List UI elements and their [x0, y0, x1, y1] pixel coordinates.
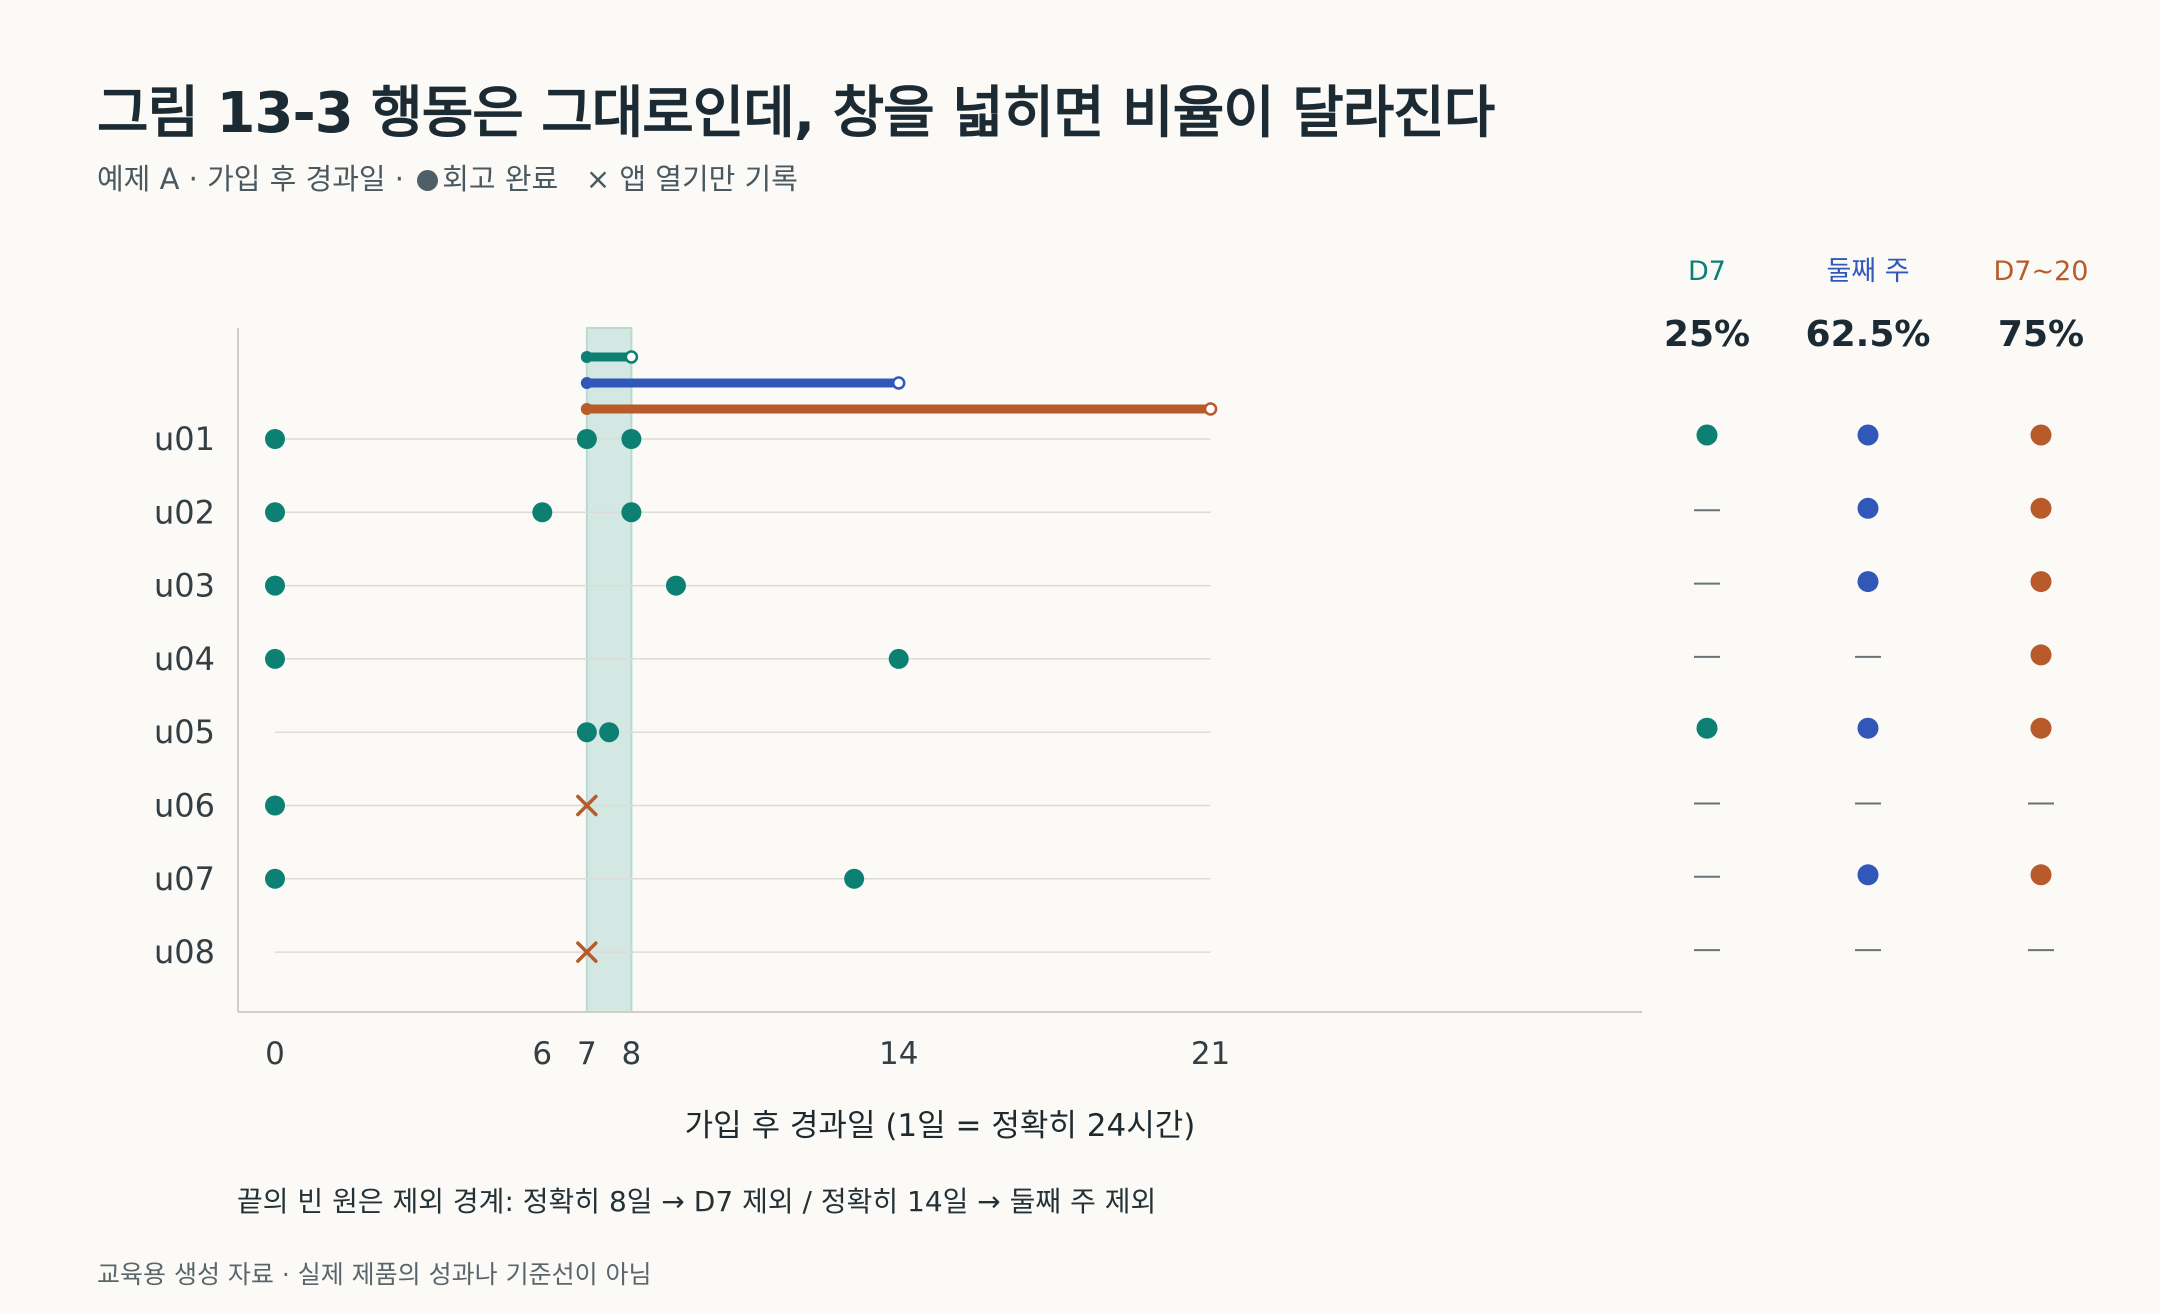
user-label-u07: u07 [154, 860, 215, 898]
open-only-event-u06-d7 [576, 794, 598, 817]
x-tick-label-8: 8 [622, 1036, 642, 1072]
retro-event-u01-d7 [576, 429, 597, 449]
hit-dot-2-u02 [2030, 497, 2052, 519]
legend-open-label: 앱 열기만 기록 [619, 162, 798, 196]
hit-dot-2-u07 [2030, 864, 2052, 886]
retro-event-u03-d9 [665, 575, 686, 596]
open-only-event-u08-d7 [576, 941, 598, 963]
hit-dot-1-u05 [1857, 717, 1879, 739]
window-end-open-circle-1 [891, 376, 906, 390]
x-tick-label-14: 14 [879, 1036, 918, 1072]
user-label-u03: u03 [154, 567, 215, 605]
retro-event-u04-d14 [888, 648, 909, 669]
window-header-2: D7~20 [1994, 256, 2089, 287]
retro-event-u04-d0 [265, 648, 285, 669]
chart-caption: 끝의 빈 원은 제외 경계: 정확히 8일 → D7 제외 / 정확히 14일 … [237, 1185, 1157, 1218]
hit-dot-1-u02 [1857, 497, 1879, 519]
hit-dot-2-u01 [2030, 424, 2052, 446]
user-label-u04: u04 [154, 640, 215, 678]
x-axis-label: 가입 후 경과일 (1일 = 정확히 24시간) [685, 1108, 1196, 1144]
retro-event-u02-d6 [532, 502, 553, 523]
x-tick-label-21: 21 [1191, 1036, 1230, 1072]
open-x-stroke-1 [576, 941, 598, 963]
chart-title: 그림 13-3 행동은 그대로인데, 창을 넓히면 비율이 달라진다 [97, 81, 1495, 146]
window-start-dot-2 [580, 403, 593, 415]
window-rate-2: 75% [1998, 314, 2084, 355]
window-start-dot-0 [580, 351, 593, 363]
x-tick-label-0: 0 [265, 1036, 285, 1072]
hit-dot-2-u05 [2030, 717, 2052, 739]
x-tick-label-7: 7 [577, 1036, 597, 1072]
window-start-dot-1 [580, 377, 593, 389]
user-label-u02: u02 [154, 493, 215, 531]
hit-dot-2-u04 [2030, 644, 2052, 666]
user-label-u08: u08 [154, 933, 215, 971]
retro-event-u07-d0 [265, 868, 285, 889]
user-label-u05: u05 [154, 713, 215, 751]
retro-event-u07-d13 [844, 868, 865, 889]
x-tick-label-6: 6 [532, 1036, 552, 1072]
window-rate-0: 25% [1664, 314, 1750, 355]
open-x-stroke-1 [576, 794, 598, 817]
hit-dot-0-u01 [1696, 424, 1718, 446]
window-rate-1: 62.5% [1806, 314, 1931, 355]
retro-event-u02-d0 [265, 502, 285, 523]
window-header-1: 둘째 주 [1826, 256, 1909, 287]
legend-retro-dot-icon [417, 170, 439, 191]
retro-event-u03-d0 [265, 575, 285, 596]
hit-dot-1-u01 [1857, 424, 1879, 446]
subtitle-prefix: 예제 A · 가입 후 경과일 · [97, 162, 414, 196]
window-header-0: D7 [1688, 256, 1726, 287]
retro-event-u02-d8 [621, 502, 642, 523]
chart-subtitle: 예제 A · 가입 후 경과일 · 회고 완료 × 앱 열기만 기록 [97, 156, 798, 198]
window-band-d7 [585, 327, 633, 1013]
hit-dot-1-u03 [1857, 571, 1879, 593]
hit-dot-0-u05 [1696, 717, 1718, 739]
user-label-u06: u06 [154, 787, 215, 825]
retro-event-u05-d7 [576, 722, 597, 743]
legend-open-x-icon: × [585, 162, 611, 196]
page-footer: 교육용 생성 자료 · 실제 제품의 성과나 기준선이 아님 [97, 1260, 652, 1289]
window-end-open-circle-0 [624, 350, 639, 364]
user-label-u01: u01 [154, 420, 215, 458]
retro-event-u06-d0 [265, 795, 285, 816]
window-end-open-circle-2 [1203, 402, 1218, 416]
hit-dot-2-u03 [2030, 571, 2052, 593]
retro-event-u01-d0 [265, 429, 285, 449]
hit-dot-1-u07 [1857, 864, 1879, 886]
retro-event-u05-d7.5 [599, 722, 620, 743]
legend-retro-label: 회고 완료 [442, 162, 559, 196]
retro-event-u01-d8 [621, 429, 642, 449]
